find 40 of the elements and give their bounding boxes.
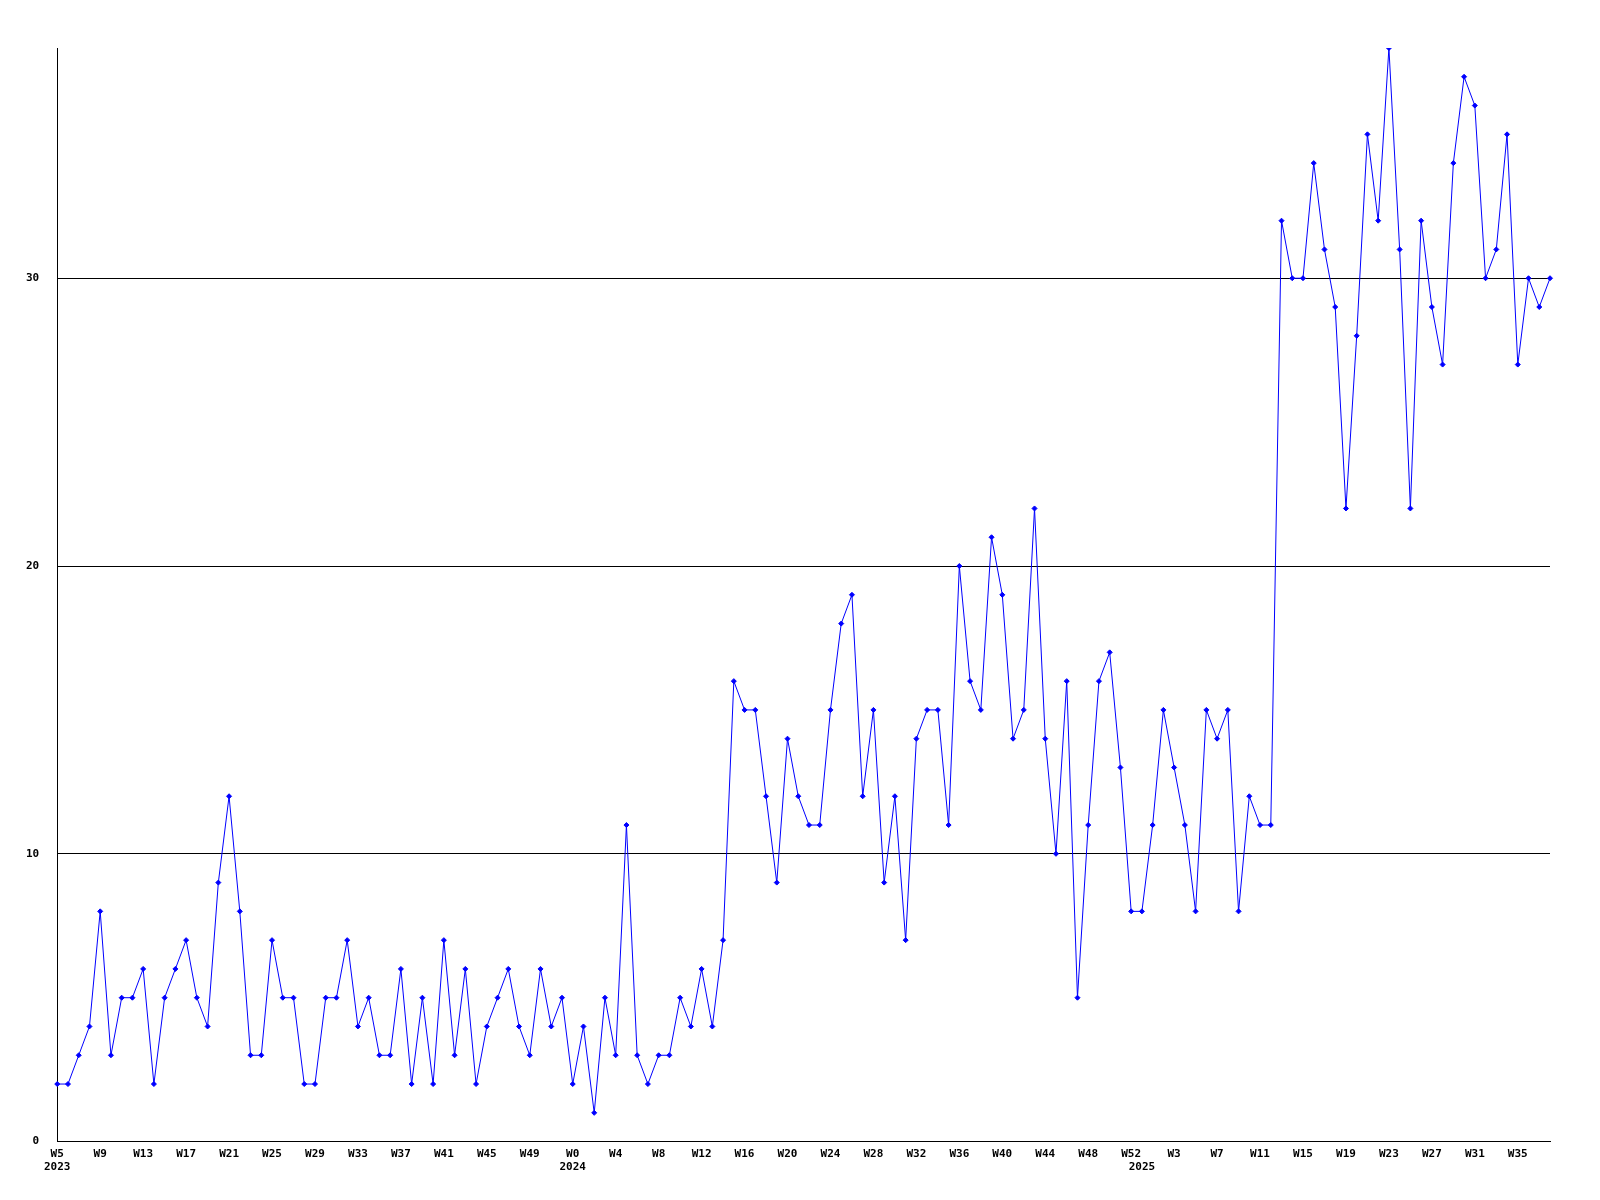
x-tick-label: W7 [1210, 1147, 1224, 1161]
y-tick-label: 0 [32, 1134, 40, 1148]
x-tick-label: W21 [219, 1147, 240, 1161]
x-tick-label: W11 [1250, 1147, 1271, 1161]
x-tick-label: W37 [390, 1147, 411, 1161]
x-tick-label: 2025 [1128, 1160, 1156, 1174]
x-tick-label: W17 [176, 1147, 197, 1161]
x-tick-label: W45 [476, 1147, 497, 1161]
y-tick-label: 20 [26, 558, 40, 572]
x-tick-label: W12 [691, 1147, 712, 1161]
x-tick-label: W3 [1167, 1147, 1181, 1161]
x-tick-label: W27 [1421, 1147, 1442, 1161]
x-tick-label: W4 [609, 1147, 623, 1161]
x-tick-label: W23 [1378, 1147, 1399, 1161]
x-tick-label: W28 [863, 1147, 884, 1161]
x-tick-label: W15 [1293, 1147, 1313, 1161]
x-tick-label: W41 [433, 1147, 455, 1161]
x-tick-label: W31 [1464, 1147, 1486, 1161]
x-tick-label: W16 [734, 1147, 755, 1161]
x-tick-label: W5 2023 [44, 1147, 71, 1174]
x-tick-label: W9 [93, 1147, 107, 1161]
x-tick-label: W48 [1078, 1147, 1099, 1161]
x-tick-label: W19 [1336, 1147, 1356, 1161]
x-tick-label: W32 [906, 1147, 927, 1161]
x-tick-label: W25 [262, 1147, 282, 1161]
x-tick-label: W8 [652, 1147, 666, 1161]
x-tick-label: W49 [519, 1147, 540, 1161]
x-tick-label: W36 [949, 1147, 970, 1161]
x-tick-label: W24 [820, 1147, 841, 1161]
y-tick-label: 10 [26, 846, 40, 860]
x-tick-label: W33 [348, 1147, 368, 1161]
x-tick-label: W13 [133, 1147, 154, 1161]
x-tick-label: W52 [1121, 1147, 1142, 1161]
x-tick-label: W20 [777, 1147, 798, 1161]
x-tick-label: W0 2024 [559, 1147, 587, 1174]
x-tick-label: W40 [992, 1147, 1013, 1161]
x-tick-label: W35 [1507, 1147, 1528, 1161]
y-tick-label: 30 [26, 271, 40, 285]
x-tick-label: W44 [1035, 1147, 1056, 1161]
x-tick-label: W29 [305, 1147, 325, 1161]
